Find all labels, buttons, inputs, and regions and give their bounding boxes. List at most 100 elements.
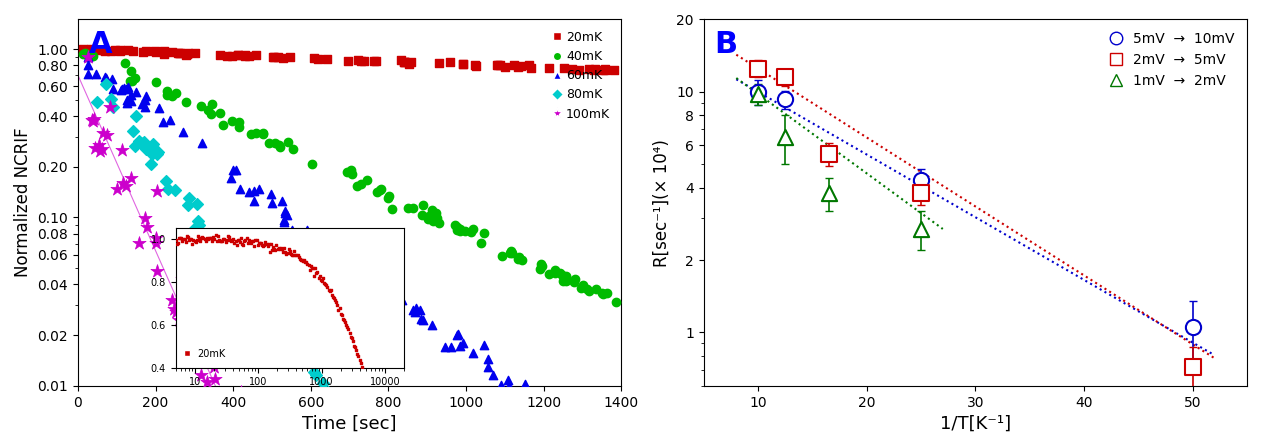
20mK bbox=[105, 46, 125, 54]
60mK bbox=[121, 91, 141, 98]
100mK bbox=[279, 399, 299, 406]
80mK bbox=[155, 177, 175, 185]
80mK bbox=[187, 200, 207, 207]
80mK bbox=[87, 98, 107, 105]
40mK bbox=[508, 255, 528, 262]
20mK bbox=[393, 58, 414, 65]
100mK bbox=[371, 399, 391, 406]
40mK bbox=[417, 215, 438, 223]
100mK bbox=[445, 399, 465, 406]
80mK bbox=[405, 399, 425, 406]
60mK bbox=[95, 74, 115, 81]
40mK bbox=[202, 101, 222, 108]
80mK bbox=[184, 225, 204, 232]
20mK bbox=[264, 54, 284, 61]
60mK bbox=[324, 247, 344, 254]
20mK bbox=[555, 65, 575, 72]
80mK bbox=[323, 394, 343, 401]
100mK bbox=[264, 399, 284, 406]
100mK bbox=[136, 223, 156, 230]
60mK bbox=[474, 342, 494, 349]
60mK bbox=[516, 385, 536, 392]
100mK bbox=[298, 399, 318, 406]
100mK bbox=[145, 240, 165, 247]
100mK bbox=[541, 399, 561, 406]
100mK bbox=[378, 399, 398, 406]
20mK bbox=[145, 47, 165, 55]
60mK bbox=[135, 97, 155, 104]
60mK bbox=[583, 399, 603, 406]
100mK bbox=[289, 399, 309, 406]
60mK bbox=[78, 54, 98, 61]
60mK bbox=[561, 399, 581, 406]
60mK bbox=[262, 199, 282, 207]
Point bbox=[818, 190, 839, 197]
80mK bbox=[439, 399, 459, 406]
Point bbox=[818, 151, 839, 158]
100mK bbox=[243, 399, 264, 406]
60mK bbox=[322, 251, 342, 258]
80mK bbox=[233, 277, 253, 284]
100mK bbox=[330, 399, 351, 406]
60mK bbox=[300, 236, 320, 243]
40mK bbox=[279, 138, 299, 145]
80mK bbox=[410, 399, 430, 406]
100mK bbox=[135, 214, 155, 221]
100mK bbox=[448, 399, 468, 406]
60mK bbox=[478, 355, 498, 363]
100mK bbox=[232, 399, 252, 406]
60mK bbox=[243, 198, 264, 205]
100mK bbox=[313, 399, 333, 406]
100mK bbox=[390, 399, 410, 406]
20mK bbox=[467, 62, 487, 69]
60mK bbox=[498, 376, 518, 383]
100mK bbox=[565, 399, 585, 406]
80mK bbox=[424, 399, 444, 406]
80mK bbox=[347, 399, 367, 406]
60mK bbox=[135, 104, 155, 111]
80mK bbox=[142, 140, 163, 147]
Point bbox=[910, 190, 931, 197]
40mK bbox=[371, 186, 391, 193]
80mK bbox=[506, 399, 526, 406]
Point bbox=[1183, 324, 1203, 331]
100mK bbox=[603, 399, 623, 406]
100mK bbox=[430, 399, 450, 406]
40mK bbox=[342, 167, 362, 174]
100mK bbox=[584, 399, 604, 406]
100mK bbox=[513, 399, 533, 406]
80mK bbox=[323, 398, 343, 405]
60mK bbox=[117, 99, 137, 106]
60mK bbox=[86, 70, 106, 77]
60mK bbox=[575, 399, 595, 406]
80mK bbox=[206, 253, 226, 260]
80mK bbox=[246, 316, 266, 323]
40mK bbox=[367, 189, 387, 196]
40mK bbox=[74, 50, 95, 57]
40mK bbox=[552, 277, 572, 284]
100mK bbox=[339, 399, 359, 406]
100mK bbox=[427, 399, 448, 406]
60mK bbox=[317, 246, 337, 253]
20mK bbox=[354, 57, 375, 64]
60mK bbox=[551, 399, 571, 406]
100mK bbox=[364, 399, 385, 406]
60mK bbox=[604, 399, 624, 406]
40mK bbox=[120, 77, 140, 84]
60mK bbox=[511, 393, 531, 401]
40mK bbox=[228, 124, 248, 131]
60mK bbox=[173, 129, 193, 136]
60mK bbox=[96, 77, 116, 84]
100mK bbox=[148, 268, 168, 275]
60mK bbox=[111, 85, 131, 93]
20mK bbox=[488, 61, 508, 68]
80mK bbox=[455, 399, 475, 406]
20mK bbox=[363, 57, 383, 64]
80mK bbox=[501, 399, 521, 406]
100mK bbox=[339, 399, 359, 406]
100mK bbox=[335, 399, 356, 406]
40mK bbox=[593, 290, 613, 297]
100mK bbox=[520, 399, 540, 406]
20mK bbox=[136, 48, 156, 55]
40mK bbox=[556, 273, 576, 280]
